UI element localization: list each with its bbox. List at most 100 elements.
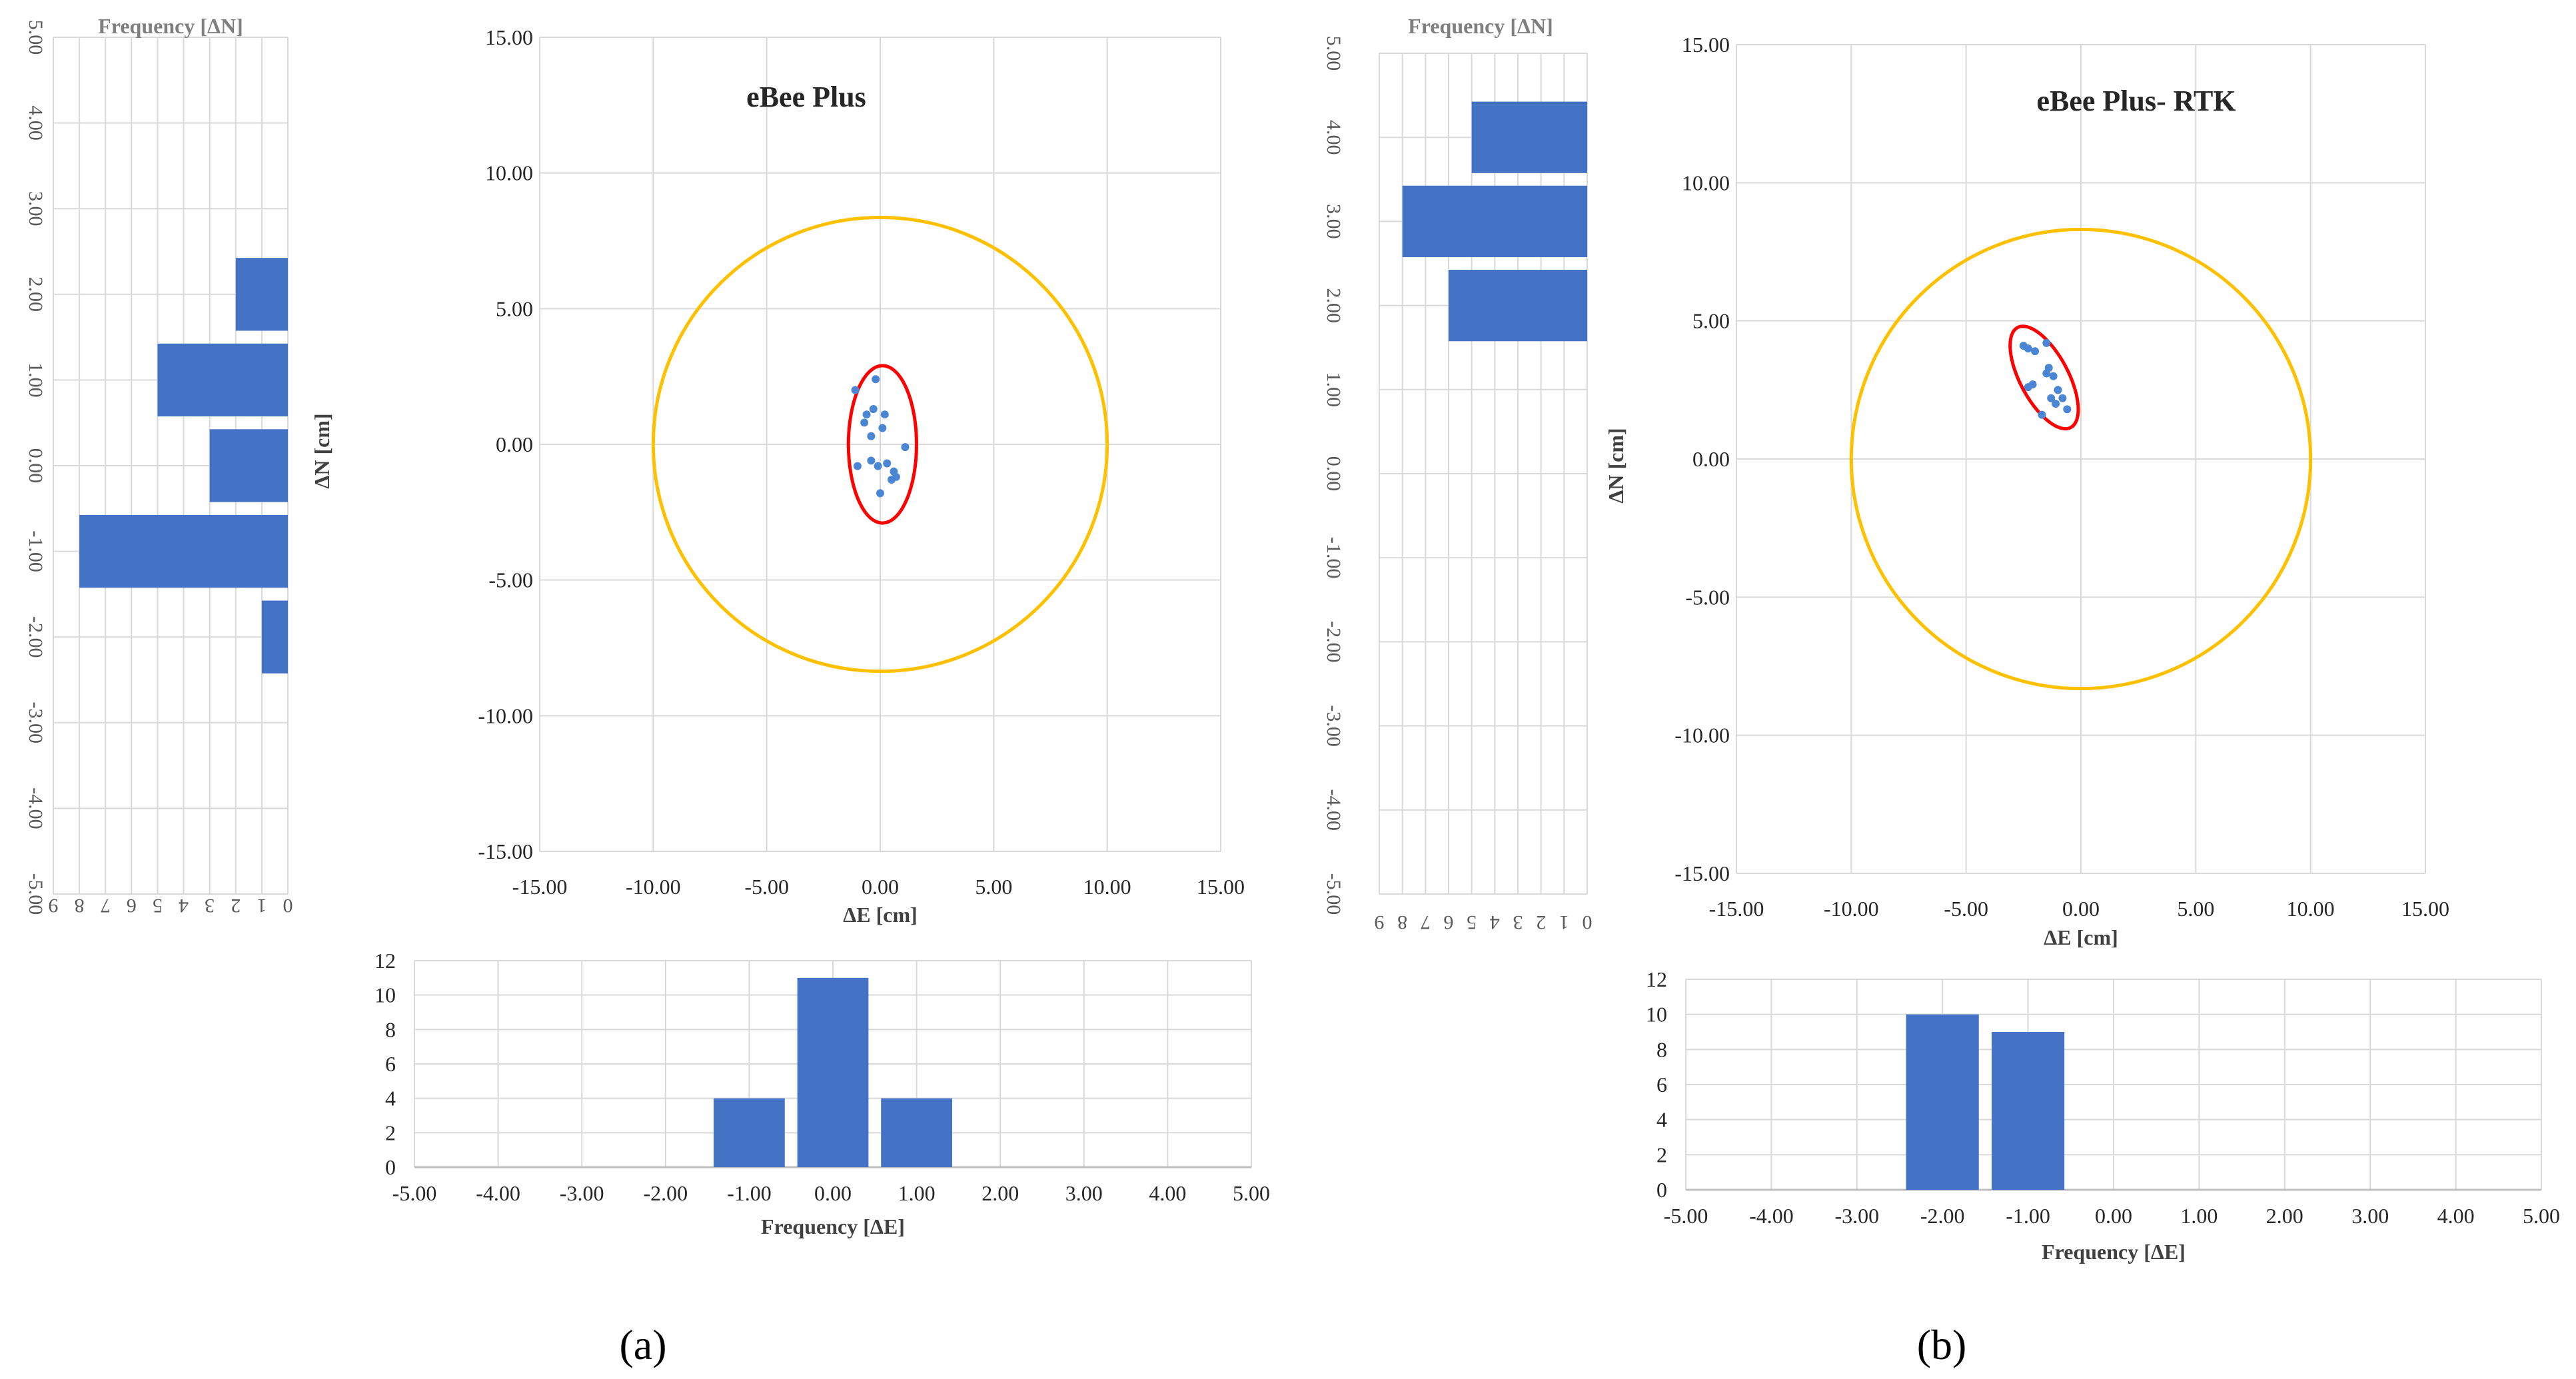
y-axis-title: ΔN [cm] [1604,428,1628,503]
data-point [851,386,860,394]
y-tick-label: -5.00 [1685,585,1730,609]
panel-label: (b) [1917,1321,1967,1368]
category-tick-label: 4.00 [1323,120,1345,155]
category-tick-label: 5.00 [1323,36,1345,71]
category-tick-label: 0.00 [1323,456,1345,492]
x-tick-label: 2.00 [981,1181,1019,1205]
data-point [853,462,862,470]
x-tick-label: 0.00 [2062,897,2100,921]
x-tick-label: -2.00 [643,1181,688,1205]
x-tick-label: -1.00 [727,1181,772,1205]
category-tick-label: -3.00 [25,702,47,744]
value-tick-label: 5 [1467,911,1477,933]
category-tick-label: 0.00 [25,448,47,484]
category-tick-label: 4.00 [25,105,47,141]
histogram-bar [235,258,288,331]
de-histogram: -5.00 -4.00 -3.00 -2.00 -1.00 0.00 1.00 2.00 3.0… [1646,967,2560,1264]
y-tick-label: 4 [1656,1108,1667,1132]
y-tick-label: 10 [1646,1003,1667,1027]
histogram-bar [79,514,288,588]
value-tick-label: 8 [1397,911,1407,933]
category-tick-label: -5.00 [25,873,47,915]
chart-title: eBee Plus- RTK [2036,85,2236,117]
category-tick-label: -4.00 [25,787,47,829]
x-tick-label: -3.00 [1834,1204,1879,1228]
value-tick-label: 6 [127,895,137,917]
x-tick-label: 0.00 [2095,1204,2132,1228]
histogram-bar [1906,1014,1979,1190]
category-tick-label: -5.00 [1323,873,1345,915]
y-tick-label: -5.00 [488,568,533,592]
x-tick-label: 15.00 [1197,875,1245,899]
dn-histogram: -5.00 -4.00 -3.00 -2.00 -1.00 0.00 1.00 2.00 3.0… [1323,14,1593,933]
data-point [880,410,889,419]
value-tick-label: 3 [205,895,215,917]
data-point [901,443,910,452]
x-tick-label: 5.00 [1233,1181,1270,1205]
data-point [2024,383,2032,392]
y-tick-label: 15.00 [1682,33,1730,57]
x-tick-label: 0.00 [862,875,899,899]
data-point [2038,410,2046,419]
category-tick-label: 2.00 [25,277,47,312]
y-tick-label: 5.00 [496,296,533,320]
data-point [869,405,878,414]
x-tick-label: 3.00 [2351,1204,2389,1228]
data-point [2042,369,2051,378]
x-tick-label: 5.00 [2523,1204,2560,1228]
histogram-title: Frequency [ΔN] [1408,14,1553,38]
x-tick-label: -4.00 [1749,1204,1794,1228]
x-axis-title: ΔE [cm] [843,903,918,927]
y-axis-title: ΔN [cm] [310,413,334,488]
x-tick-label: -4.00 [476,1181,520,1205]
value-tick-label: 1 [1559,911,1569,933]
histogram-bar [261,600,288,674]
x-tick-label: 3.00 [1065,1181,1103,1205]
category-tick-label: -1.00 [25,530,47,572]
x-axis-title: Frequency [ΔE] [2042,1240,2186,1264]
y-tick-label: -10.00 [478,703,533,727]
data-point [874,462,882,470]
x-tick-label: 2.00 [2266,1204,2303,1228]
data-point [888,475,896,484]
value-tick-label: 7 [1421,911,1431,933]
value-tick-label: 5 [153,895,163,917]
y-tick-label: 0 [385,1155,396,1179]
data-point [876,489,884,498]
category-tick-label: 1.00 [25,362,47,398]
y-tick-label: -15.00 [1674,861,1730,885]
x-tick-label: 5.00 [975,875,1012,899]
x-axis-title: Frequency [ΔE] [761,1214,905,1238]
x-tick-label: -15.00 [512,875,568,899]
data-point [883,459,892,468]
data-point [2031,347,2040,356]
histogram-title: Frequency [ΔN] [98,14,243,38]
y-tick-label: 10.00 [485,161,533,185]
data-point [2047,394,2056,402]
histogram-bar [1471,101,1587,173]
category-tick-label: -4.00 [1323,789,1345,831]
chart-title: eBee Plus [746,81,866,113]
tolerance-circle [651,215,1109,674]
category-tick-label: -1.00 [1323,537,1345,579]
value-tick-label: 9 [49,895,59,917]
histogram-bar [1402,185,1587,258]
value-tick-label: 8 [75,895,85,917]
histogram-bar [1992,1032,2065,1190]
y-tick-label: 2 [385,1121,396,1145]
value-tick-label: 2 [1536,911,1546,933]
y-tick-label: 12 [374,949,396,973]
data-point [2054,386,2062,394]
category-tick-label: 1.00 [1323,372,1345,408]
y-tick-label: 0.00 [1692,447,1730,471]
category-tick-label: 2.00 [1323,288,1345,323]
y-tick-label: 10.00 [1682,171,1730,195]
histogram-bar [881,1098,952,1167]
x-tick-label: 10.00 [2287,897,2335,921]
value-tick-label: 0 [1583,911,1593,933]
y-tick-label: 10 [374,983,396,1007]
x-tick-label: -10.00 [626,875,681,899]
category-tick-label: -2.00 [1323,621,1345,663]
x-tick-label: 5.00 [2177,897,2214,921]
